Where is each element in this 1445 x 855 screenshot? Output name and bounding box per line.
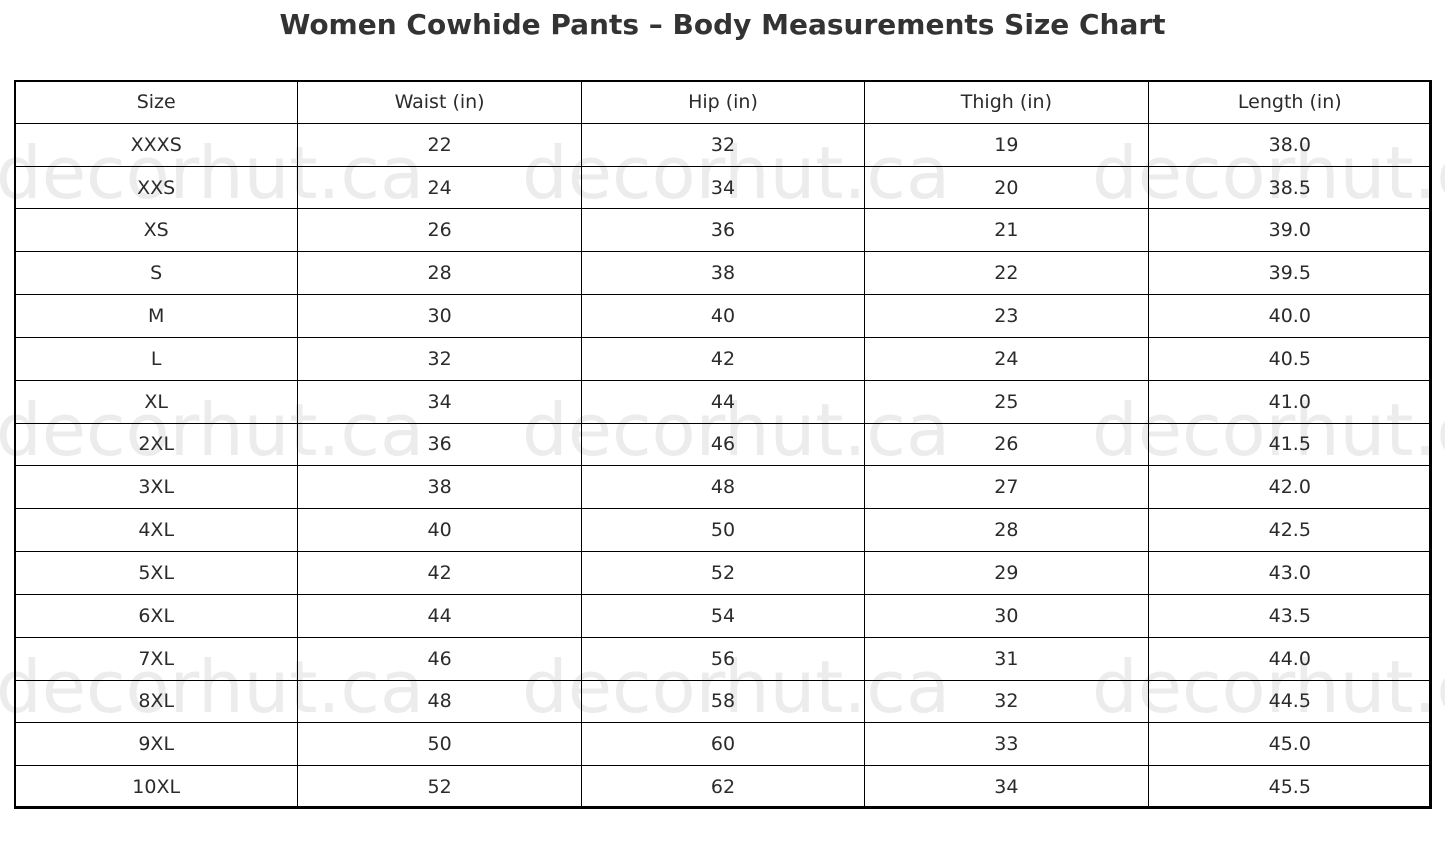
- table-cell: 44.5: [1147, 679, 1432, 724]
- table-cell: 42: [580, 336, 866, 381]
- table-header-cell: Hip (in): [580, 80, 866, 124]
- table-cell: 50: [580, 508, 866, 553]
- table-cell: 40: [580, 294, 866, 338]
- table-cell: 41.0: [1147, 379, 1432, 424]
- table-cell: 38: [580, 251, 866, 296]
- table-cell: XXS: [14, 165, 299, 210]
- table-cell: 38: [297, 465, 582, 510]
- table-cell: 41.5: [1147, 422, 1432, 467]
- table-cell: 33: [864, 722, 1149, 767]
- table-cell: 30: [297, 294, 582, 338]
- table-cell: 34: [864, 765, 1149, 809]
- table-cell: 46: [580, 422, 866, 467]
- table-cell: 24: [864, 336, 1149, 381]
- watermark-text: decorhut.ca: [1092, 131, 1445, 215]
- table-cell: 38.5: [1147, 165, 1432, 210]
- table-cell: 4XL: [14, 508, 299, 553]
- table-cell: 40: [297, 508, 582, 553]
- table-cell: 3XL: [14, 465, 299, 510]
- watermark-text: decorhut.ca: [1092, 388, 1445, 472]
- table-cell: 21: [864, 208, 1149, 253]
- table-cell: XXXS: [14, 122, 299, 167]
- table-cell: 48: [580, 465, 866, 510]
- table-cell: 2XL: [14, 422, 299, 467]
- table-cell: 45.5: [1147, 765, 1432, 809]
- table-cell: 6XL: [14, 593, 299, 638]
- table-cell: 38.0: [1147, 122, 1432, 167]
- chart-title: Women Cowhide Pants – Body Measurements …: [279, 8, 1166, 41]
- table-cell: 44.0: [1147, 636, 1432, 681]
- table-cell: 48: [297, 679, 582, 724]
- table-cell: 58: [580, 679, 866, 724]
- table-cell: 40.5: [1147, 336, 1432, 381]
- table-cell: 27: [864, 465, 1149, 510]
- table-cell: 45.0: [1147, 722, 1432, 767]
- table-cell: 19: [864, 122, 1149, 167]
- table-cell: L: [14, 336, 299, 381]
- table-cell: 5XL: [14, 551, 299, 595]
- table-header-cell: Waist (in): [297, 80, 582, 124]
- table-cell: 36: [297, 422, 582, 467]
- table-cell: 22: [297, 122, 582, 167]
- table-cell: 56: [580, 636, 866, 681]
- table-cell: 36: [580, 208, 866, 253]
- table-cell: 43.0: [1147, 551, 1432, 595]
- table-cell: 32: [297, 336, 582, 381]
- table-cell: 42: [297, 551, 582, 595]
- watermark-text: decorhut.ca: [0, 388, 425, 472]
- table-cell: 44: [297, 593, 582, 638]
- table-cell: 20: [864, 165, 1149, 210]
- table-cell: 44: [580, 379, 866, 424]
- table-cell: 23: [864, 294, 1149, 338]
- table-cell: S: [14, 251, 299, 296]
- table-cell: 34: [580, 165, 866, 210]
- table-cell: 32: [580, 122, 866, 167]
- table-cell: 28: [864, 508, 1149, 553]
- table-cell: 8XL: [14, 679, 299, 724]
- watermark-text: decorhut.ca: [522, 388, 951, 472]
- table-cell: 32: [864, 679, 1149, 724]
- table-cell: 10XL: [14, 765, 299, 809]
- table-cell: 50: [297, 722, 582, 767]
- size-chart-table: Size Waist (in) Hip (in) Thigh (in) Length (…: [14, 80, 1432, 809]
- table-cell: 52: [297, 765, 582, 809]
- table-cell: 22: [864, 251, 1149, 296]
- table-cell: 52: [580, 551, 866, 595]
- watermark-text: decorhut.ca: [522, 131, 951, 215]
- table-header-cell: Length (in): [1147, 80, 1432, 124]
- table-header-cell: Size: [14, 80, 299, 124]
- table-header-cell: Thigh (in): [864, 80, 1149, 124]
- table-cell: 54: [580, 593, 866, 638]
- table-cell: 24: [297, 165, 582, 210]
- table-cell: M: [14, 294, 299, 338]
- watermark-text: decorhut.ca: [522, 645, 951, 729]
- table-cell: 40.0: [1147, 294, 1432, 338]
- table-cell: 26: [864, 422, 1149, 467]
- table-cell: 29: [864, 551, 1149, 595]
- table-cell: 25: [864, 379, 1149, 424]
- table-cell: 34: [297, 379, 582, 424]
- table-cell: 42.0: [1147, 465, 1432, 510]
- table-cell: XS: [14, 208, 299, 253]
- table-cell: 43.5: [1147, 593, 1432, 638]
- table-cell: 31: [864, 636, 1149, 681]
- table-cell: 30: [864, 593, 1149, 638]
- watermark-text: decorhut.ca: [1092, 645, 1445, 729]
- table-cell: 62: [580, 765, 866, 809]
- table-cell: 39.0: [1147, 208, 1432, 253]
- table-cell: 9XL: [14, 722, 299, 767]
- table-cell: 39.5: [1147, 251, 1432, 296]
- table-cell: 46: [297, 636, 582, 681]
- table-cell: 26: [297, 208, 582, 253]
- table-cell: 28: [297, 251, 582, 296]
- table-cell: XL: [14, 379, 299, 424]
- table-cell: 7XL: [14, 636, 299, 681]
- watermark-text: decorhut.ca: [0, 645, 425, 729]
- table-cell: 42.5: [1147, 508, 1432, 553]
- table-cell: 60: [580, 722, 866, 767]
- watermark-text: decorhut.ca: [0, 131, 425, 215]
